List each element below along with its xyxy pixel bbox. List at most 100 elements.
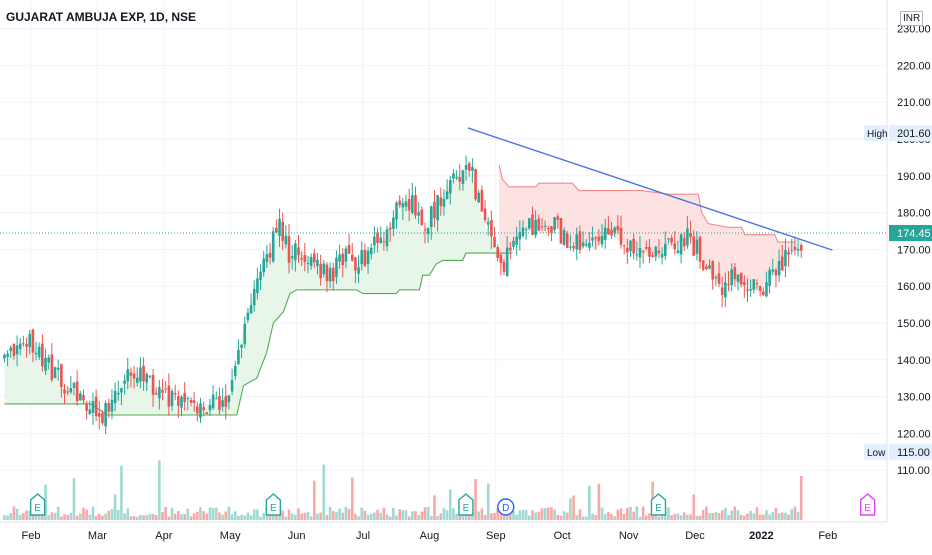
volume-bar	[158, 460, 161, 520]
volume-bar	[540, 508, 544, 520]
candle-body	[240, 344, 243, 348]
candle-body	[743, 282, 746, 286]
candle-body	[616, 225, 620, 231]
volume-bar	[145, 515, 149, 520]
volume-bar	[689, 514, 692, 520]
resistance-line	[498, 164, 795, 243]
earnings-badge[interactable]: E	[650, 493, 667, 516]
volume-bar	[670, 515, 673, 520]
volume-bar	[739, 514, 743, 520]
volume-bar	[287, 509, 291, 520]
candle-body	[202, 407, 205, 410]
candle-body	[22, 343, 25, 345]
volume-bar	[429, 515, 433, 520]
volume-bar	[771, 511, 775, 520]
volume-bar	[768, 514, 771, 520]
volume-bar	[319, 512, 322, 520]
candle-body	[360, 250, 364, 265]
dividend-badge[interactable]: D	[497, 498, 515, 516]
candle-body	[104, 402, 107, 427]
support-line	[4, 252, 513, 416]
volume-bar	[711, 513, 715, 520]
volume-bar	[338, 508, 341, 520]
candle-body	[480, 189, 484, 212]
volume-bar	[594, 515, 598, 520]
candle-body	[518, 232, 522, 240]
candle-body	[578, 231, 582, 250]
volume-bar	[780, 512, 784, 520]
volume-bar	[682, 512, 686, 520]
volume-bar	[572, 495, 575, 520]
volume-bar	[455, 513, 458, 520]
volume-bar	[790, 509, 794, 520]
candle-body	[249, 305, 253, 314]
volume-bar	[417, 515, 420, 520]
volume-bar	[107, 510, 111, 520]
volume-bar	[736, 510, 740, 520]
volume-bar	[91, 506, 95, 520]
volume-bar	[502, 511, 506, 520]
volume-bar	[15, 508, 19, 520]
candle-body	[499, 254, 503, 264]
candle-body	[515, 236, 518, 245]
candle-body	[139, 367, 142, 382]
candle-body	[584, 244, 588, 246]
earnings-badge[interactable]: E	[859, 493, 876, 516]
candle-body	[790, 250, 794, 252]
candle-body	[638, 247, 642, 258]
currency-badge[interactable]: INR	[900, 11, 924, 26]
candle-body	[436, 195, 439, 221]
time-axis[interactable]: Feb Mar Apr May Jun Jul Aug Sep Oct Nov Dec 2022 Feb	[0, 521, 932, 550]
candle-body	[50, 354, 54, 380]
volume-bar	[373, 512, 376, 520]
candle-body	[698, 236, 702, 262]
trendline[interactable]	[467, 127, 833, 251]
volume-bar	[518, 510, 522, 520]
volume-bar	[550, 507, 553, 520]
x-tick-label: Apr	[155, 530, 172, 542]
volume-bar	[591, 513, 594, 520]
candle-body	[385, 229, 389, 247]
candles	[3, 155, 803, 435]
candle-body	[335, 257, 338, 278]
candle-body	[252, 288, 256, 306]
price-axis[interactable]: 110.00 120.00 130.00 140.00 150.00 160.00 170.…	[864, 0, 932, 550]
candle-body	[107, 403, 111, 412]
volume-bar	[139, 514, 142, 520]
volume-bar	[211, 508, 215, 520]
volume-bar	[679, 515, 683, 520]
y-tick-label: 130.00	[897, 392, 931, 404]
y-tick-label: 120.00	[897, 428, 931, 440]
candle-body	[18, 343, 22, 350]
volume-bar	[730, 510, 733, 520]
candle-body	[180, 396, 183, 408]
earnings-badge[interactable]: E	[265, 493, 282, 516]
volume-bar	[622, 514, 626, 520]
candle-body	[537, 218, 541, 231]
earnings-badge[interactable]: E	[29, 493, 46, 516]
volume-bar	[553, 509, 556, 520]
candle-body	[366, 250, 370, 265]
volume-bar	[284, 516, 288, 520]
low-marker: 115.00 Low	[864, 443, 932, 460]
volume-bar	[546, 507, 550, 520]
volume-bar	[170, 507, 174, 520]
candle-body	[376, 232, 379, 244]
candle-body	[575, 234, 579, 250]
candle-body	[363, 249, 367, 266]
candle-body	[256, 278, 259, 294]
candle-body	[259, 271, 262, 281]
volume-bar	[461, 513, 465, 520]
volume-bar	[53, 512, 57, 520]
candle-body	[91, 401, 95, 413]
volume-bar	[360, 507, 364, 520]
volume-bar	[395, 515, 398, 520]
candle-body	[799, 244, 803, 251]
volume-bar	[705, 506, 708, 520]
badge-label: E	[463, 503, 470, 514]
volume-bar	[161, 511, 164, 520]
earnings-badge[interactable]: E	[458, 493, 474, 516]
candle-body	[281, 221, 284, 241]
volume-bar	[569, 498, 572, 520]
